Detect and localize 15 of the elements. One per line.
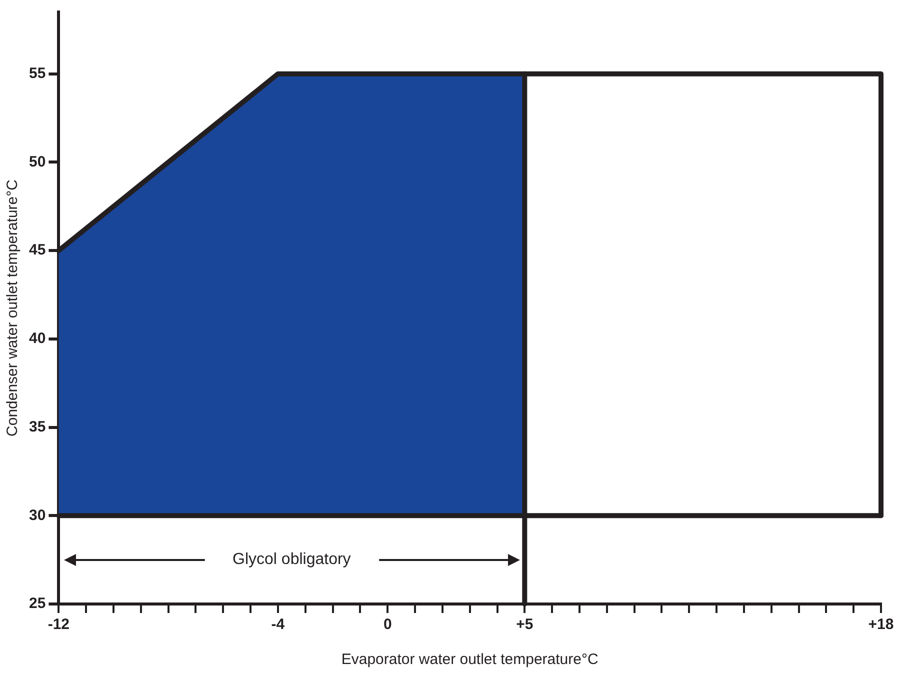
- x-axis-title: Evaporator water outlet temperature°C: [341, 651, 598, 668]
- y-tick-label: 50: [28, 153, 46, 170]
- y-tick-label: 30: [28, 506, 46, 524]
- x-tick-label: -4: [271, 616, 286, 634]
- y-axis-title: Condenser water outlet temperature°C: [4, 179, 22, 436]
- y-tick-label: 25: [28, 595, 46, 612]
- y-tick-label: 55: [28, 64, 46, 82]
- y-tick-label: 35: [28, 418, 46, 436]
- x-tick-label: +5: [516, 616, 534, 634]
- y-tick-label: 40: [28, 330, 46, 348]
- x-tick-label: 0: [383, 616, 392, 634]
- x-tick-label: -12: [48, 616, 70, 634]
- annotation: Glycol obligatory: [232, 551, 351, 568]
- x-tick-label: +18: [868, 616, 894, 634]
- y-tick-label: 45: [28, 242, 46, 259]
